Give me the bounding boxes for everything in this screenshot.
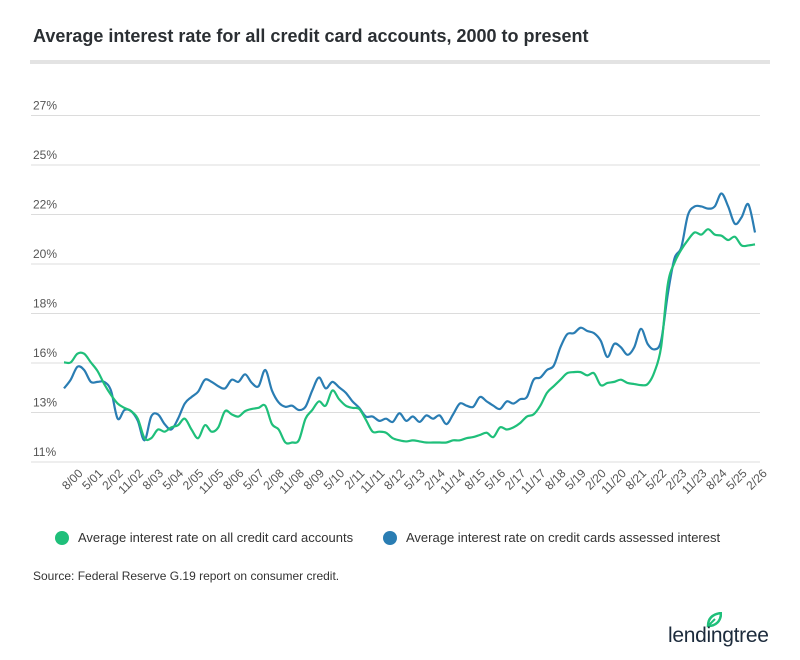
legend-label: Average interest rate on all credit card… — [78, 530, 354, 545]
series-line-assessed-interest — [63, 192, 757, 442]
y-tick-label: 27% — [33, 99, 57, 113]
y-tick-label: 25% — [33, 148, 57, 162]
legend-swatch-blue — [383, 530, 397, 545]
legend-item-assessed-interest: Average interest rate on credit cards as… — [383, 530, 720, 545]
y-tick-label: 16% — [33, 346, 57, 360]
y-tick-label: 22% — [33, 198, 57, 212]
y-tick-label: 13% — [33, 396, 57, 410]
legend-label: Average interest rate on credit cards as… — [406, 530, 721, 545]
leaf-icon — [706, 612, 722, 628]
y-tick-label: 18% — [33, 297, 57, 311]
legend-swatch-green — [55, 530, 69, 545]
source-note: Source: Federal Reserve G.19 report on c… — [33, 569, 340, 583]
x-tick-label: 2/26 — [743, 466, 770, 493]
legend-item-all-accounts: Average interest rate on all credit card… — [55, 530, 353, 545]
chart-title: Average interest rate for all credit car… — [33, 26, 589, 46]
y-tick-label: 20% — [33, 247, 57, 261]
series-line-all-accounts — [63, 228, 756, 445]
logo-text: lendingtree — [668, 624, 769, 647]
title-divider — [30, 60, 770, 64]
lendingtree-logo: lendingtree — [668, 610, 778, 650]
y-tick-label: 11% — [33, 445, 56, 459]
